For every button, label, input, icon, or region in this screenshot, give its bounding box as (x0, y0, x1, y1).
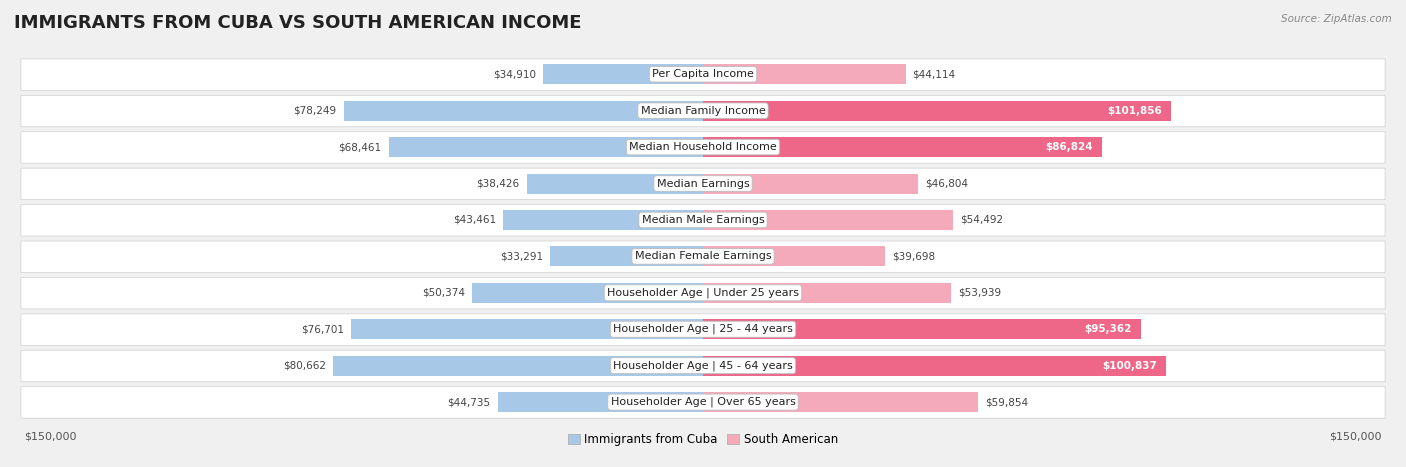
Bar (343, 101, 703, 120)
Text: $43,461: $43,461 (453, 215, 496, 225)
Bar (503, 210, 703, 230)
Text: $78,249: $78,249 (294, 106, 336, 116)
Text: $86,824: $86,824 (1045, 142, 1092, 152)
Text: $59,854: $59,854 (984, 397, 1028, 407)
Text: $54,492: $54,492 (960, 215, 1004, 225)
Bar (703, 319, 1142, 339)
Text: $150,000: $150,000 (1329, 432, 1382, 442)
Text: $100,837: $100,837 (1102, 361, 1157, 371)
Text: $101,856: $101,856 (1107, 106, 1161, 116)
Bar (526, 174, 703, 193)
Bar (703, 210, 953, 230)
Text: Median Female Earnings: Median Female Earnings (634, 251, 772, 262)
FancyBboxPatch shape (21, 132, 1385, 163)
FancyBboxPatch shape (21, 314, 1385, 345)
Bar (703, 283, 950, 303)
Text: Median Household Income: Median Household Income (628, 142, 778, 152)
Text: $33,291: $33,291 (501, 251, 543, 262)
Text: Source: ZipAtlas.com: Source: ZipAtlas.com (1281, 14, 1392, 24)
FancyBboxPatch shape (21, 59, 1385, 90)
FancyBboxPatch shape (21, 205, 1385, 236)
FancyBboxPatch shape (21, 387, 1385, 418)
Text: $76,701: $76,701 (301, 324, 344, 334)
Bar (703, 64, 905, 84)
Text: $150,000: $150,000 (24, 432, 77, 442)
Text: $95,362: $95,362 (1084, 324, 1132, 334)
Text: $44,114: $44,114 (912, 69, 956, 79)
Text: Householder Age | 25 - 44 years: Householder Age | 25 - 44 years (613, 324, 793, 334)
FancyBboxPatch shape (21, 277, 1385, 309)
FancyBboxPatch shape (21, 350, 1385, 382)
Bar (498, 392, 703, 412)
Bar (550, 247, 703, 266)
Text: $53,939: $53,939 (957, 288, 1001, 298)
FancyBboxPatch shape (21, 168, 1385, 199)
Text: $34,910: $34,910 (492, 69, 536, 79)
Bar (471, 283, 703, 303)
Bar (703, 174, 918, 193)
Text: Median Family Income: Median Family Income (641, 106, 765, 116)
Text: $39,698: $39,698 (893, 251, 935, 262)
Text: Householder Age | Over 65 years: Householder Age | Over 65 years (610, 397, 796, 407)
Bar (388, 137, 703, 157)
Bar (703, 247, 886, 266)
Bar (703, 137, 1102, 157)
Bar (703, 356, 1166, 375)
Text: $80,662: $80,662 (283, 361, 326, 371)
Text: Median Male Earnings: Median Male Earnings (641, 215, 765, 225)
Text: $46,804: $46,804 (925, 178, 967, 189)
Text: $50,374: $50,374 (422, 288, 465, 298)
Legend: Immigrants from Cuba, South American: Immigrants from Cuba, South American (564, 428, 842, 451)
Bar (703, 392, 979, 412)
Bar (543, 64, 703, 84)
Bar (350, 319, 703, 339)
Bar (333, 356, 703, 375)
Text: $38,426: $38,426 (477, 178, 520, 189)
Text: $68,461: $68,461 (339, 142, 381, 152)
Text: IMMIGRANTS FROM CUBA VS SOUTH AMERICAN INCOME: IMMIGRANTS FROM CUBA VS SOUTH AMERICAN I… (14, 14, 582, 32)
FancyBboxPatch shape (21, 95, 1385, 127)
Text: Median Earnings: Median Earnings (657, 178, 749, 189)
Text: Householder Age | Under 25 years: Householder Age | Under 25 years (607, 288, 799, 298)
Text: $44,735: $44,735 (447, 397, 491, 407)
FancyBboxPatch shape (21, 241, 1385, 272)
Text: Householder Age | 45 - 64 years: Householder Age | 45 - 64 years (613, 361, 793, 371)
Bar (703, 101, 1171, 120)
Text: Per Capita Income: Per Capita Income (652, 69, 754, 79)
